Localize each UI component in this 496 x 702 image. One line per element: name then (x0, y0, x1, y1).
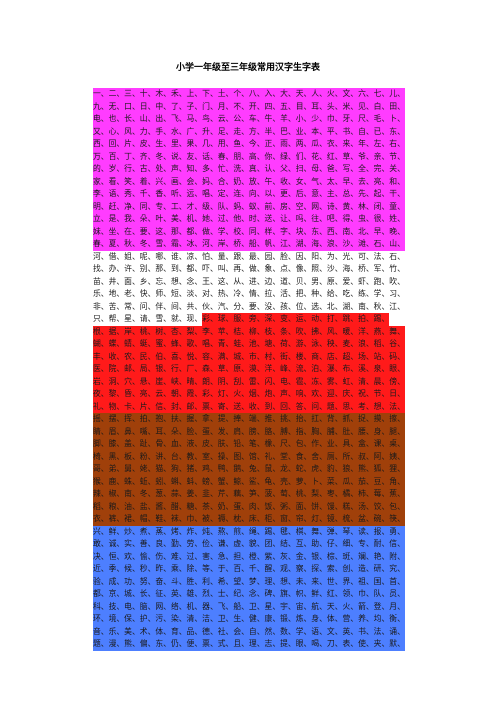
character-group: 西、回、片、皮、生、里、果、几、用、鱼、今、正、雨、两、瓜、衣、来、年、左、右、 (93, 138, 405, 151)
character-row: 立、是、我、朵、叶、美、机、她、过、他、时、送、让、吗、往、吧、得、虫、很、姓、 (93, 213, 405, 226)
character-row: 音、乐、美、术、体、育、品、德、社、会、自、然、数、学、语、文、英、书、法、诵、 (93, 625, 405, 638)
character-row: 夜、黎、昏、亮、云、朝、霞、彩、灯、火、烟、炮、声、响、欢、迎、庆、祝、节、日、 (93, 388, 405, 401)
character-group: 根、据、岸、桃、树、杏、梨、李、苹、桔、柳、枝、条、吹、拂、风、暖、洋、燕、舞、 (93, 325, 405, 338)
character-row: 九、无、口、日、中、了、子、门、月、不、开、四、五、目、耳、头、米、见、白、田、 (93, 100, 405, 113)
character-row: 李、语、秀、千、香、听、远、唱、定、连、向、以、更、后、意、主、总、先、起、干、 (93, 188, 405, 201)
character-group: 妹、坐、在、要、这、那、都、做、学、校、同、样、字、块、东、西、南、北、早、晚、 (93, 225, 405, 238)
character-group: 李、语、秀、千、香、听、远、唱、定、连、向、以、更、后、意、主、总、先、起、干、 (93, 188, 405, 201)
character-group: 只、帮、星、请、雪、就、现、 (93, 313, 203, 326)
character-row: 近、季、候、秒、昨、乘、除、等、于、百、千、醒、观、察、探、索、创、造、研、究、 (93, 563, 405, 576)
character-group: 敢、诚、实、善、良、勤、劳、俭、谦、虚、貌、团、结、互、助、仔、细、专、耐、信、 (93, 538, 405, 551)
character-group: 一、二、三、十、木、禾、上、下、土、个、八、入、大、天、人、火、文、六、七、儿、 (93, 88, 405, 101)
character-row: 乐、地、老、快、师、短、淡、对、热、冷、情、拉、活、把、种、给、吃、练、学、习、 (93, 288, 405, 301)
character-group: 题、漫、熊、偏、东、仍、便、票、式、且、理、志、提、眼、喝、刀、表、使、夹、默、 (93, 638, 405, 651)
character-row: 万、百、丁、齐、冬、说、友、话、春、朋、高、你、绿、们、花、红、草、爷、亲、节、 (93, 150, 405, 163)
character-row: 非、苦、常、问、伴、间、共、伙、汽、分、要、没、孩、位、选、北、湖、南、秋、江、 (93, 300, 405, 313)
character-group: 稻、粮、油、盐、酱、醋、糖、茶、奶、蛋、肉、饭、粥、面、饼、馒、糕、汤、饺、包、 (93, 500, 405, 513)
character-group: 睛、眉、鼻、嘴、耳、朵、脸、蛋、发、肩、膀、胳、膊、指、胸、脯、肚、腰、身、腿、 (93, 425, 405, 438)
character-group: 兴、鲜、炒、煮、蒸、烤、炸、炖、熬、煎、绳、踢、毽、棋、舞、弹、琴、读、报、勇、 (93, 525, 405, 538)
character-group: 河、借、姐、呢、哪、谁、凉、怕、量、跟、最、园、脸、因、阳、为、光、可、法、石、 (93, 250, 405, 263)
character-row: 题、漫、熊、偏、东、仍、便、票、式、且、理、志、提、眼、喝、刀、表、使、夹、默、 (93, 638, 405, 651)
character-group: 春、夏、秋、冬、雪、霜、冰、河、岸、桥、船、帆、江、湖、海、浪、沙、滩、石、山、 (93, 238, 405, 251)
character-group: 立、是、我、朵、叶、美、机、她、过、他、时、送、让、吗、往、吧、得、虫、很、姓、 (93, 213, 405, 226)
character-row: 妹、坐、在、要、这、那、都、做、学、校、同、样、字、块、东、西、南、北、早、晚、 (93, 225, 405, 238)
character-group: 苗、井、面、乡、忘、想、念、王、这、从、进、边、道、贝、男、原、爱、虾、跑、吹、 (93, 275, 405, 288)
character-row: 丰、收、农、民、伯、喜、悦、容、满、城、市、村、街、楼、商、店、超、场、站、码、 (93, 350, 405, 363)
character-row: 礼、物、卡、片、信、封、邮、票、寄、送、收、到、回、答、问、题、思、考、想、法、 (93, 400, 405, 413)
character-group: 脚、膝、盖、趾、骨、血、液、皮、肤、铅、笔、橡、尺、包、作、业、具、盒、课、桌、 (93, 438, 405, 451)
character-row: 验、成、功、努、奋、斗、胜、利、希、望、梦、理、想、未、来、世、界、祖、国、首、 (93, 575, 405, 588)
character-row: 蝴、蝶、蜻、蜓、蜜、蜂、歌、唱、青、蛙、池、塘、荷、游、泳、秧、麦、浪、稻、谷、 (93, 338, 405, 351)
character-group: 彩、球、服、旁、深、变、运、动、打、跳、拍、踢、 (202, 313, 390, 326)
character-group: 明、赶、净、同、专、工、才、级、队、蚂、蚁、前、房、空、网、诗、黄、林、闭、童、 (93, 200, 405, 213)
character-group: 家、看、笑、着、兴、画、会、妈、合、奶、放、午、收、女、气、太、早、去、亮、和、 (93, 175, 405, 188)
character-row: 只、帮、星、请、雪、就、现、彩、球、服、旁、深、变、运、动、打、跳、拍、踢、 (93, 313, 405, 326)
character-group: 找、办、许、别、那、到、都、吓、叫、再、做、象、点、像、照、沙、海、桥、军、竹、 (93, 263, 405, 276)
character-group: 科、技、电、脑、网、络、机、器、飞、船、卫、星、宇、宙、航、天、火、箭、登、月、 (93, 600, 405, 613)
character-group: 衣、裤、裙、帽、鞋、袜、巾、被、褥、枕、床、柜、窗、帘、灯、镜、梳、盆、碗、筷、 (93, 513, 405, 526)
character-group: 九、无、口、日、中、了、子、门、月、不、开、四、五、目、耳、头、米、见、白、田、 (93, 100, 405, 113)
character-group: 万、百、丁、齐、冬、说、友、话、春、朋、高、你、绿、们、花、红、草、爷、亲、节、 (93, 150, 405, 163)
character-row: 哥、弟、舅、姥、猫、狗、猪、鸡、鸭、鹅、兔、鼠、龙、蛇、虎、豹、狼、熊、狐、狸、 (93, 463, 405, 476)
character-row: 稻、粮、油、盐、酱、醋、糖、茶、奶、蛋、肉、饭、粥、面、饼、馒、糕、汤、饺、包、 (93, 500, 405, 513)
character-row: 根、据、岸、桃、树、杏、梨、李、苹、桔、柳、枝、条、吹、拂、风、暖、洋、燕、舞、 (93, 325, 405, 338)
character-group: 又、心、风、力、手、水、广、升、足、走、方、半、巴、业、本、平、书、自、已、东、 (93, 125, 405, 138)
character-row: 医、院、邮、局、银、行、厂、森、草、原、漠、洋、峰、流、泊、瀑、布、溪、泉、眼、 (93, 363, 405, 376)
character-group: 都、京、城、长、征、英、雄、烈、士、纪、念、碑、旗、帜、鲜、红、领、巾、队、员、 (93, 588, 405, 601)
character-row: 猴、鹿、蛛、蚯、蚓、蝌、蚪、螃、蟹、鲸、鲨、龟、壳、萝、卜、菜、瓜、茄、豆、角、 (93, 475, 405, 488)
character-group: 环、境、保、护、污、染、清、洁、卫、生、健、康、锻、炼、身、体、营、养、均、衡、 (93, 613, 405, 626)
character-row: 苗、井、面、乡、忘、想、念、王、这、从、进、边、道、贝、男、原、爱、虾、跑、吹、 (93, 275, 405, 288)
character-group: 近、季、候、秒、昨、乘、除、等、于、百、千、醒、观、察、探、索、创、造、研、究、 (93, 563, 405, 576)
character-table: 一、二、三、十、木、禾、上、下、土、个、八、入、大、天、人、火、文、六、七、儿、… (93, 88, 405, 651)
character-group: 夜、黎、昏、亮、云、朝、霞、彩、灯、火、烟、炮、声、响、欢、迎、庆、祝、节、日、 (93, 388, 405, 401)
character-row: 河、借、姐、呢、哪、谁、凉、怕、量、跟、最、园、脸、因、阳、为、光、可、法、石、 (93, 250, 405, 263)
character-group: 音、乐、美、术、体、育、品、德、社、会、自、然、数、学、语、文、英、书、法、诵、 (93, 625, 405, 638)
character-row: 脚、膝、盖、趾、骨、血、液、皮、肤、铅、笔、橡、尺、包、作、业、具、盒、课、桌、 (93, 438, 405, 451)
character-row: 明、赶、净、同、专、工、才、级、队、蚂、蚁、前、房、空、网、诗、黄、林、闭、童、 (93, 200, 405, 213)
character-group: 蝴、蝶、蜻、蜓、蜜、蜂、歌、唱、青、蛙、池、塘、荷、游、泳、秧、麦、浪、稻、谷、 (93, 338, 405, 351)
character-group: 哥、弟、舅、姥、猫、狗、猪、鸡、鸭、鹅、兔、鼠、龙、蛇、虎、豹、狼、熊、狐、狸、 (93, 463, 405, 476)
character-group: 决、恒、欢、愉、伤、难、过、害、急、担、橙、紫、灰、金、银、棕、斑、斓、艳、附、 (93, 550, 405, 563)
character-group: 丰、收、农、民、伯、喜、悦、容、满、城、市、村、街、楼、商、店、超、场、站、码、 (93, 350, 405, 363)
character-row: 环、境、保、护、污、染、清、洁、卫、生、健、康、锻、炼、身、体、营、养、均、衡、 (93, 613, 405, 626)
character-row: 睛、眉、鼻、嘴、耳、朵、脸、蛋、发、肩、膀、胳、膊、指、胸、脯、肚、腰、身、腿、 (93, 425, 405, 438)
character-group: 辣、椒、南、冬、葱、蒜、姜、韭、芹、藕、笋、菠、萄、桃、梨、枣、橘、柿、莓、蕉、 (93, 488, 405, 501)
character-row: 决、恒、欢、愉、伤、难、过、害、急、担、橙、紫、灰、金、银、棕、斑、斓、艳、附、 (93, 550, 405, 563)
character-group: 岩、洞、穴、悬、崖、峡、晴、朗、阴、刮、雷、闪、电、雹、冻、雾、虹、清、晨、傍、 (93, 375, 405, 388)
character-row: 春、夏、秋、冬、雪、霜、冰、河、岸、桥、船、帆、江、湖、海、浪、沙、滩、石、山、 (93, 238, 405, 251)
character-row: 一、二、三、十、木、禾、上、下、土、个、八、入、大、天、人、火、文、六、七、儿、 (93, 88, 405, 101)
document-title: 小学一年级至三年级常用汉字生字表 (175, 63, 320, 73)
character-group: 非、苦、常、问、伴、间、共、伙、汽、分、要、没、孩、位、选、北、湖、南、秋、江、 (93, 300, 405, 313)
character-row: 找、办、许、别、那、到、都、吓、叫、再、做、象、点、像、照、沙、海、桥、军、竹、 (93, 263, 405, 276)
character-group: 验、成、功、努、奋、斗、胜、利、希、望、梦、理、想、未、来、世、界、祖、国、首、 (93, 575, 405, 588)
character-row: 科、技、电、脑、网、络、机、器、飞、船、卫、星、宇、宙、航、天、火、箭、登、月、 (93, 600, 405, 613)
character-row: 岩、洞、穴、悬、崖、峡、晴、朗、阴、刮、雷、闪、电、雹、冻、雾、虹、清、晨、傍、 (93, 375, 405, 388)
character-group: 医、院、邮、局、银、行、厂、森、草、原、漠、洋、峰、流、泊、瀑、布、溪、泉、眼、 (93, 363, 405, 376)
character-group: 椅、黑、板、粉、讲、台、教、室、操、图、馆、礼、堂、食、舍、厕、所、叔、阿、姨、 (93, 450, 405, 463)
character-row: 摇、摆、挥、拍、抱、扶、握、拿、提、捧、端、推、挑、抬、扛、背、抓、捉、摸、擦、 (93, 413, 405, 426)
character-row: 都、京、城、长、征、英、雄、烈、士、纪、念、碑、旗、帜、鲜、红、领、巾、队、员、 (93, 588, 405, 601)
character-row: 兴、鲜、炒、煮、蒸、烤、炸、炖、熬、煎、绳、踢、毽、棋、舞、弹、琴、读、报、勇、 (93, 525, 405, 538)
character-row: 敢、诚、实、善、良、勤、劳、俭、谦、虚、貌、团、结、互、助、仔、细、专、耐、信、 (93, 538, 405, 551)
character-row: 的、岁、行、古、处、声、知、多、忙、洗、真、认、父、扫、母、爸、写、全、完、关、 (93, 163, 405, 176)
character-row: 电、也、长、山、出、飞、马、鸟、云、公、车、牛、羊、小、少、巾、牙、尺、毛、卜、 (93, 113, 405, 126)
character-group: 乐、地、老、快、师、短、淡、对、热、冷、情、拉、活、把、种、给、吃、练、学、习、 (93, 288, 405, 301)
character-group: 猴、鹿、蛛、蚯、蚓、蝌、蚪、螃、蟹、鲸、鲨、龟、壳、萝、卜、菜、瓜、茄、豆、角、 (93, 475, 405, 488)
character-row: 家、看、笑、着、兴、画、会、妈、合、奶、放、午、收、女、气、太、早、去、亮、和、 (93, 175, 405, 188)
character-group: 的、岁、行、古、处、声、知、多、忙、洗、真、认、父、扫、母、爸、写、全、完、关、 (93, 163, 405, 176)
character-row: 辣、椒、南、冬、葱、蒜、姜、韭、芹、藕、笋、菠、萄、桃、梨、枣、橘、柿、莓、蕉、 (93, 488, 405, 501)
character-group: 电、也、长、山、出、飞、马、鸟、云、公、车、牛、羊、小、少、巾、牙、尺、毛、卜、 (93, 113, 405, 126)
character-row: 又、心、风、力、手、水、广、升、足、走、方、半、巴、业、本、平、书、自、已、东、 (93, 125, 405, 138)
character-row: 衣、裤、裙、帽、鞋、袜、巾、被、褥、枕、床、柜、窗、帘、灯、镜、梳、盆、碗、筷、 (93, 513, 405, 526)
character-row: 西、回、片、皮、生、里、果、几、用、鱼、今、正、雨、两、瓜、衣、来、年、左、右、 (93, 138, 405, 151)
character-group: 礼、物、卡、片、信、封、邮、票、寄、送、收、到、回、答、问、题、思、考、想、法、 (93, 400, 405, 413)
character-group: 摇、摆、挥、拍、抱、扶、握、拿、提、捧、端、推、挑、抬、扛、背、抓、捉、摸、擦、 (93, 413, 405, 426)
character-row: 椅、黑、板、粉、讲、台、教、室、操、图、馆、礼、堂、食、舍、厕、所、叔、阿、姨、 (93, 450, 405, 463)
